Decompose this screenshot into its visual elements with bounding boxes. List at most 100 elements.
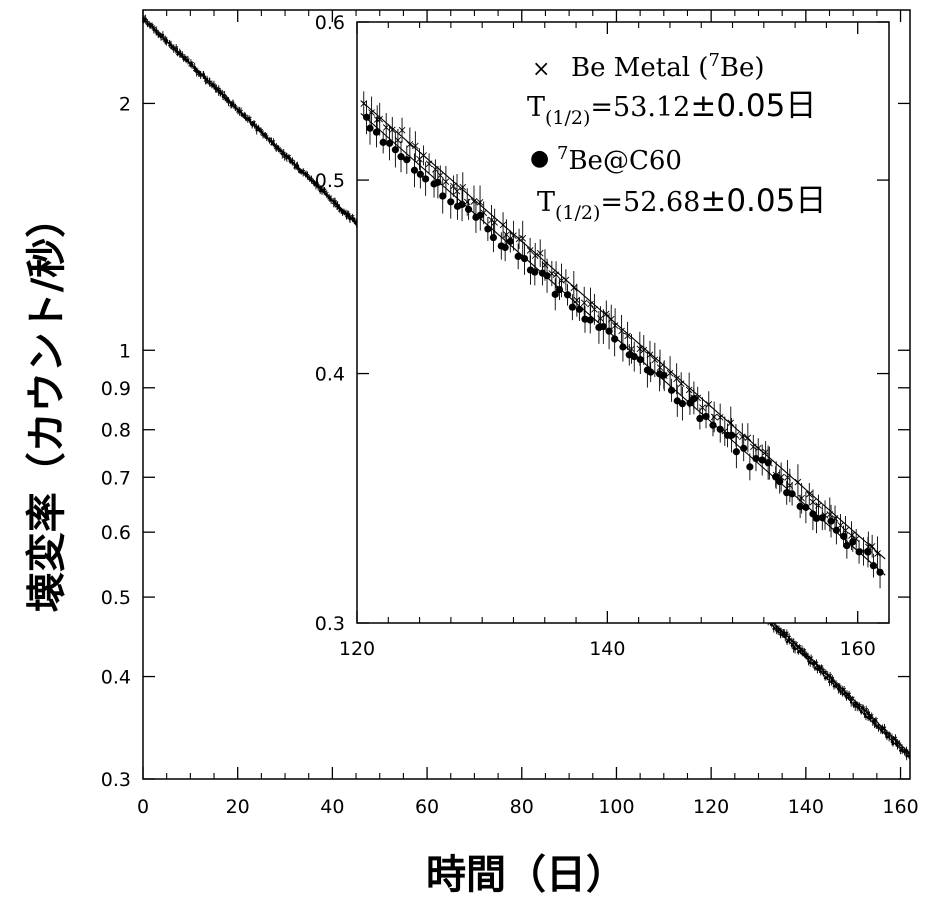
- c60-data-point: [796, 502, 804, 511]
- metal-data-point: [459, 183, 467, 191]
- y-tick-label: 0.3: [315, 613, 345, 635]
- c60-data-point: [161, 33, 165, 37]
- c60-data-point: [531, 268, 539, 276]
- c60-data-point: [630, 352, 638, 361]
- metal-data-point: [453, 187, 461, 195]
- metal-data-point: [624, 332, 631, 340]
- metal-data-point: [491, 219, 498, 226]
- metal-data-point: [837, 522, 844, 529]
- c60-data-point: [514, 252, 522, 261]
- c60-data-point: [195, 70, 198, 74]
- c60-data-point: [832, 526, 840, 534]
- c60-data-point: [484, 225, 492, 233]
- c60-data-point: [506, 237, 514, 245]
- metal-data-point: [450, 182, 457, 190]
- metal-data-point: [656, 364, 664, 371]
- c60-data-point: [385, 139, 394, 147]
- c60-data-point: [696, 414, 704, 423]
- c60-data-point: [520, 254, 529, 263]
- inset-background: [357, 22, 889, 623]
- metal-data-point: [602, 310, 610, 318]
- metal-data-point: [727, 419, 735, 427]
- c60-data-point: [660, 371, 668, 379]
- c60-data-point: [740, 444, 748, 452]
- y-tick-label: 0.8: [101, 420, 131, 442]
- c60-data-point: [891, 742, 895, 746]
- metal-data-point: [666, 369, 674, 377]
- y-tick-label: 0.5: [315, 170, 345, 192]
- c60-data-point: [434, 178, 442, 186]
- metal-data-point: [373, 116, 381, 123]
- legend-metal-halflife: T(1/2)=53.12±0.05日: [527, 88, 816, 129]
- metal-data-point: [382, 124, 390, 131]
- y-tick-label: 0.7: [101, 467, 131, 489]
- x-tick-label: 120: [693, 796, 729, 818]
- fit-line: [360, 112, 886, 576]
- y-tick-label: 1: [119, 340, 131, 362]
- x-tick-label: 160: [882, 796, 918, 818]
- metal-data-point: [710, 413, 718, 421]
- metal-data-point: [580, 299, 588, 307]
- c60-data-point: [476, 211, 484, 219]
- metal-data-point: [488, 216, 495, 224]
- c60-data-point: [447, 198, 455, 206]
- metal-data-point: [847, 692, 852, 697]
- main-plot-frame: [142, 9, 911, 780]
- x-tick-label: 140: [589, 638, 625, 660]
- c60-data-point: [568, 303, 576, 311]
- metal-data-point: [570, 284, 578, 292]
- c60-data-point: [764, 459, 772, 467]
- metal-data-point: [874, 550, 881, 557]
- inset-plot-frame: [356, 21, 890, 624]
- metal-data-point: [398, 126, 406, 134]
- metal-data-point: [699, 404, 706, 411]
- c60-data-point: [501, 243, 509, 252]
- c60-data-point: [647, 368, 655, 376]
- metal-data-point: [587, 300, 594, 308]
- c60-data-point: [611, 335, 619, 343]
- metal-data-point: [442, 178, 450, 186]
- y-tick-label: 2: [119, 93, 131, 115]
- c60-data-point: [843, 542, 851, 550]
- legend-c60-halflife: T(1/2)=52.68±0.05日: [537, 183, 826, 224]
- c60-data-point: [551, 290, 559, 298]
- c60-data-point: [876, 568, 884, 576]
- metal-data-point: [526, 247, 534, 254]
- metal-data-point: [394, 136, 402, 144]
- c60-data-point: [397, 153, 405, 161]
- inset-plot: 120 140 160 0.3 0.4 0.5 0.6 × Be Metal (7Be) T…: [315, 12, 890, 660]
- metal-data-point: [651, 356, 659, 364]
- legend-metal-label: Be Metal (7Be): [571, 50, 765, 83]
- metal-data-point: [805, 490, 813, 498]
- y-axis-title: 壊変率（カウント/秒）: [24, 198, 70, 613]
- metal-data-point: [531, 252, 539, 259]
- x-tick-label: 140: [788, 796, 824, 818]
- c60-data-point: [372, 128, 381, 136]
- c60-data-point: [458, 200, 466, 209]
- legend-metal-marker: ×: [532, 57, 550, 82]
- y-tick-label: 0.4: [315, 364, 345, 386]
- c60-data-point: [732, 448, 740, 456]
- c60-data-point: [586, 316, 594, 324]
- c60-data-point: [575, 305, 584, 313]
- inset-tick-labels: 120 140 160 0.3 0.4 0.5 0.6: [315, 12, 876, 660]
- c60-data-point: [379, 138, 387, 146]
- c60-data-point: [403, 156, 411, 164]
- c60-data-point: [555, 285, 564, 294]
- metal-data-point: [510, 232, 517, 239]
- c60-data-point: [667, 386, 676, 394]
- metal-data-point: [618, 327, 625, 335]
- c60-data-point: [849, 538, 857, 546]
- c60-data-point: [464, 205, 473, 213]
- metal-data-point: [738, 433, 746, 441]
- metal-data-point: [814, 661, 819, 666]
- y-tick-label: 0.6: [315, 12, 345, 34]
- metal-data-point: [640, 346, 648, 354]
- c60-data-point: [410, 166, 419, 174]
- legend-c60-marker: ●: [530, 146, 549, 171]
- metal-data-point: [591, 305, 598, 313]
- metal-data-point: [685, 386, 693, 394]
- c60-data-point: [818, 514, 826, 522]
- y-tick-label: 0.3: [101, 769, 131, 791]
